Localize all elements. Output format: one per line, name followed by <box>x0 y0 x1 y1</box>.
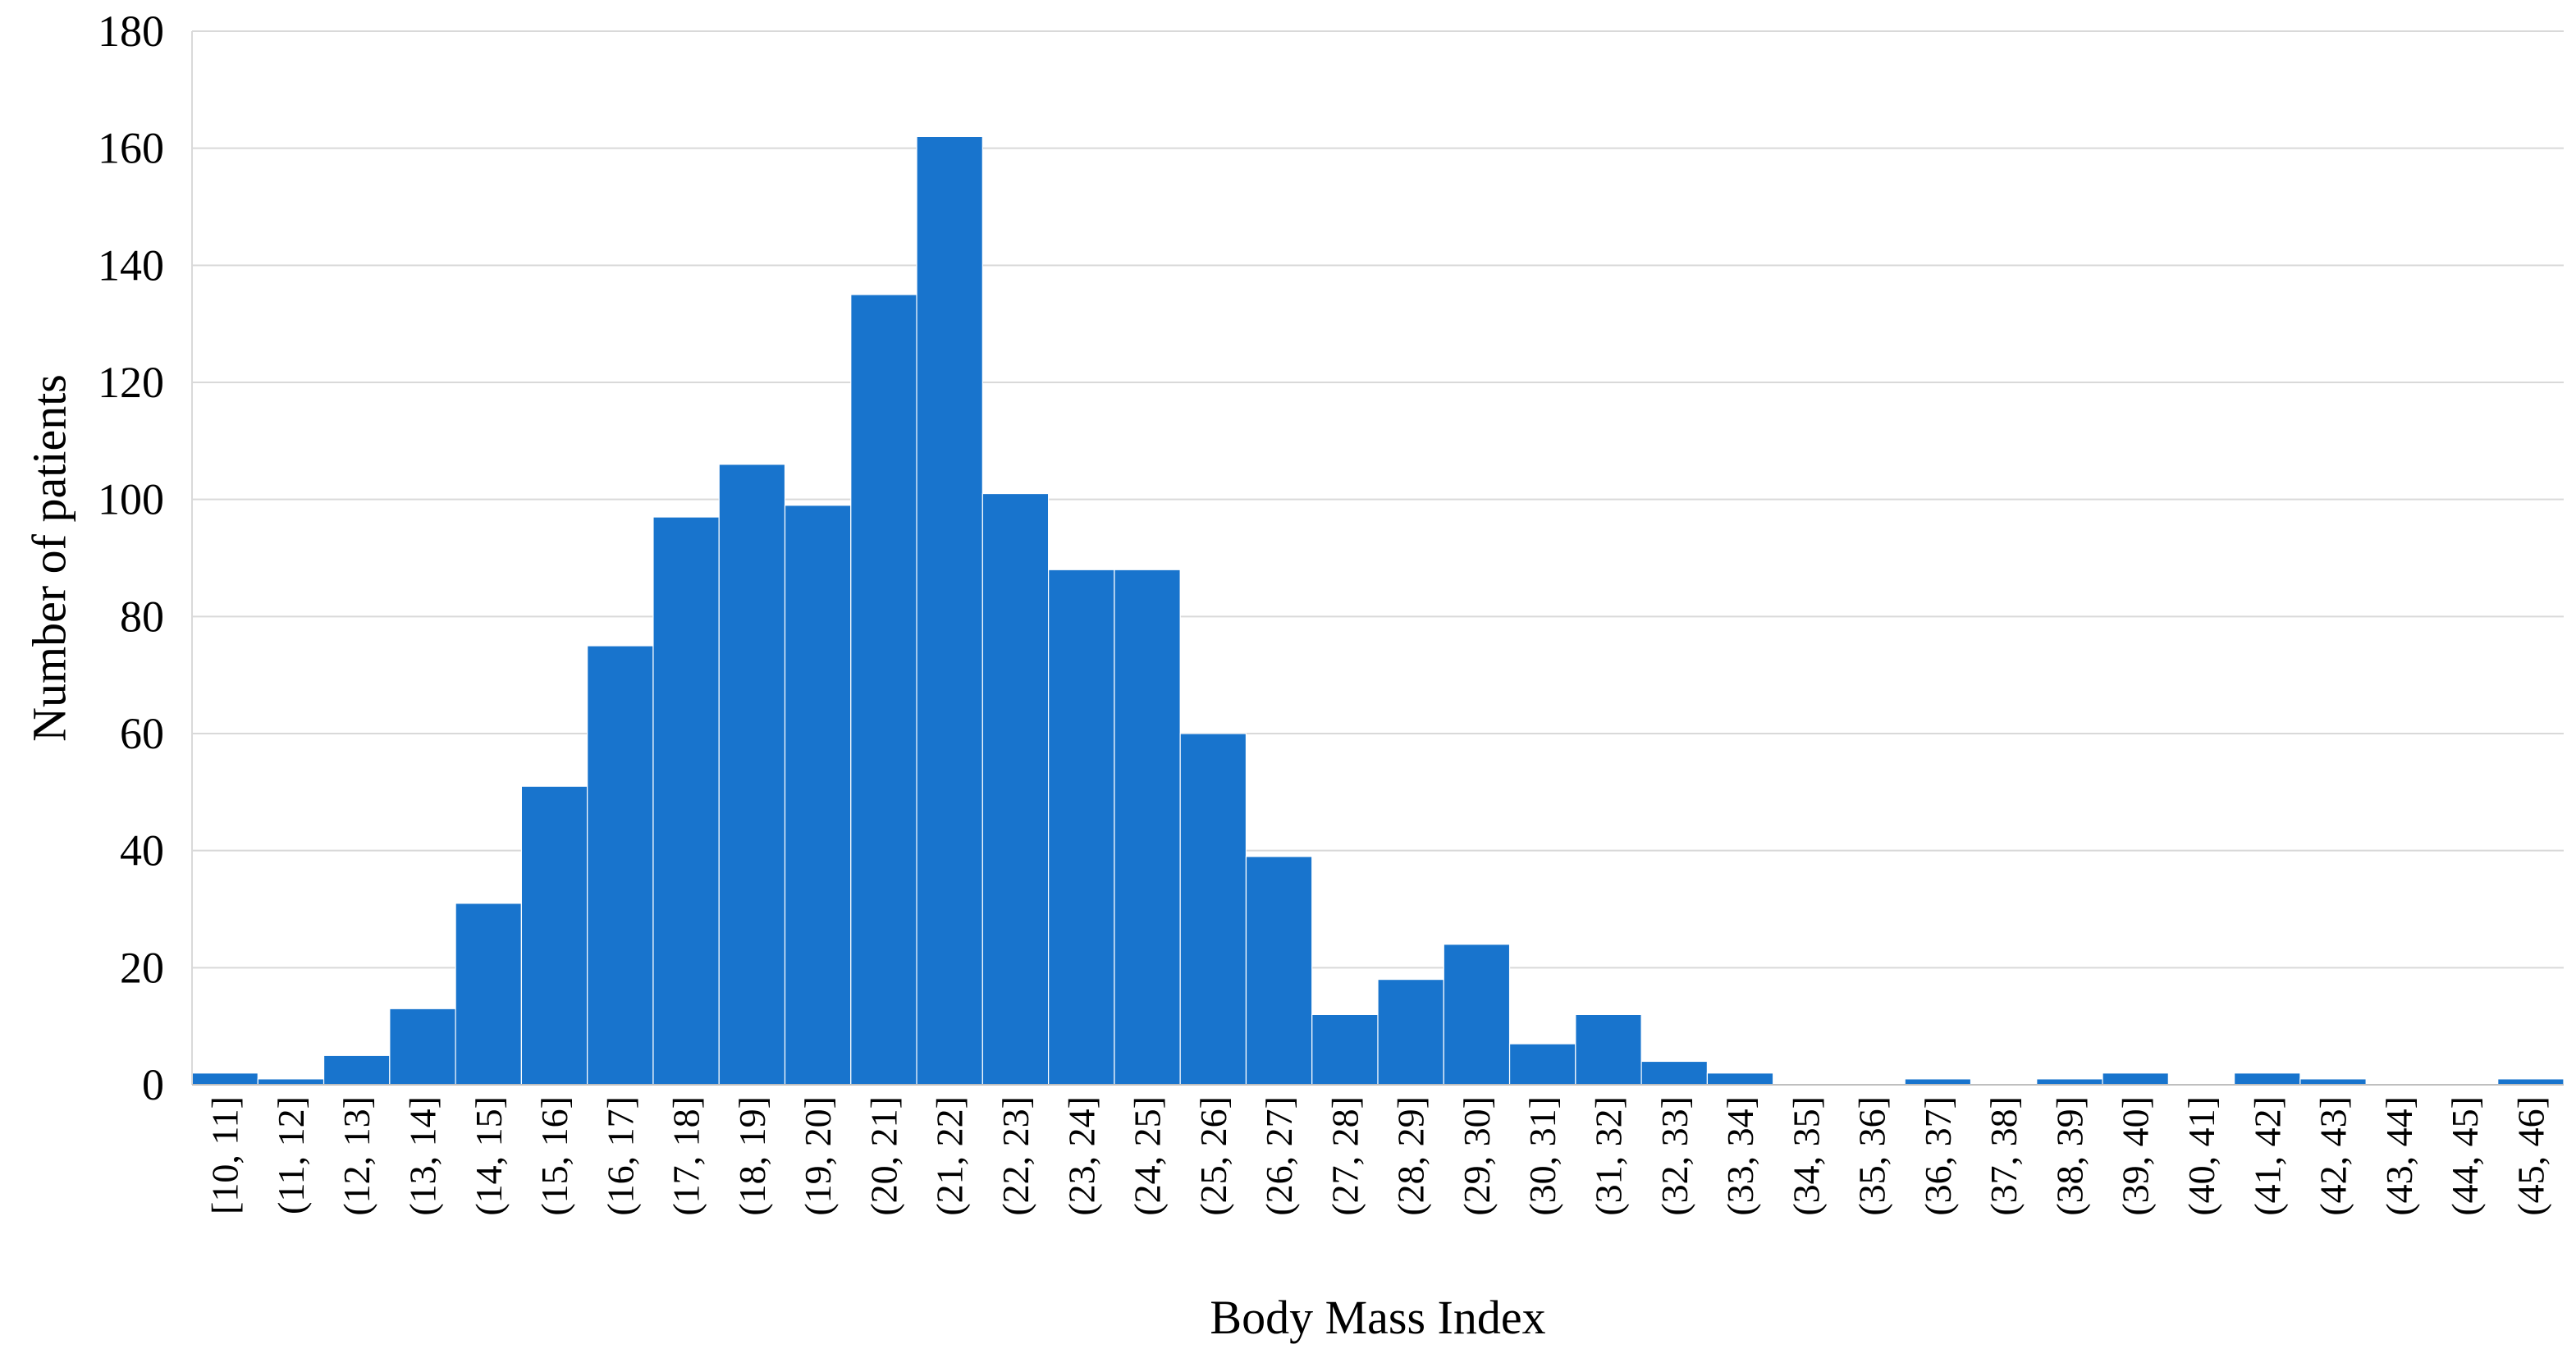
x-tick-label: [10, 11] <box>204 1096 246 1214</box>
bar <box>323 1054 391 1086</box>
bar <box>2299 1078 2367 1086</box>
bar <box>1048 569 1115 1086</box>
bar <box>1443 944 1511 1086</box>
x-tick-label: (16, 17] <box>599 1096 641 1216</box>
x-tick-label: (36, 37] <box>1917 1096 1959 1216</box>
x-tick-label: (19, 20] <box>797 1096 839 1216</box>
bar <box>1706 1072 1774 1086</box>
y-tick-label: 160 <box>98 124 164 173</box>
axes <box>191 31 2564 1086</box>
y-tick-label: 140 <box>98 240 164 290</box>
x-tick-label: (34, 35] <box>1785 1096 1827 1216</box>
bar <box>1508 1043 1576 1086</box>
bar <box>1245 856 1313 1086</box>
x-tick-label: (38, 39] <box>2048 1096 2090 1216</box>
bar <box>916 135 983 1086</box>
x-tick-labels: [10, 11] (11, 12] (12, 13] (13, 14] (14, 15]… <box>204 1096 2552 1216</box>
x-tick-label: (14, 15] <box>468 1096 510 1216</box>
x-tick-label: (43, 44] <box>2378 1096 2420 1216</box>
x-tick-label: (27, 28] <box>1324 1096 1366 1216</box>
x-tick-label: (11, 12] <box>270 1096 312 1214</box>
bar <box>1575 1013 1642 1086</box>
x-tick-label: (15, 16] <box>533 1096 575 1216</box>
bar <box>2234 1072 2301 1086</box>
x-tick-label: (29, 30] <box>1456 1096 1498 1216</box>
bar <box>1904 1078 1972 1086</box>
bar <box>587 645 654 1086</box>
bar <box>1311 1013 1379 1086</box>
bar <box>389 1008 456 1086</box>
y-tick-label: 100 <box>98 475 164 524</box>
bar <box>981 492 1050 1086</box>
bar <box>1640 1060 1708 1086</box>
x-axis-title: Body Mass Index <box>1210 1291 1545 1344</box>
x-tick-label: (30, 31] <box>1521 1096 1563 1216</box>
y-tick-label: 120 <box>98 358 164 407</box>
x-tick-label: (37, 38] <box>1983 1096 2025 1216</box>
bar <box>1114 569 1181 1086</box>
bar <box>2102 1072 2169 1086</box>
bar <box>1377 978 1444 1086</box>
y-tick-label: 20 <box>120 943 164 992</box>
y-tick-label: 0 <box>142 1060 164 1109</box>
x-tick-label: (44, 45] <box>2444 1096 2486 1216</box>
y-tick-labels: 0 20 40 60 80 100 120 140 160 180 <box>98 7 164 1109</box>
x-tick-label: (31, 32] <box>1587 1096 1629 1216</box>
y-tick-label: 180 <box>98 7 164 56</box>
x-tick-label: (21, 22] <box>929 1096 971 1216</box>
x-tick-label: (18, 19] <box>731 1096 773 1216</box>
y-tick-label: 80 <box>120 592 164 641</box>
bar <box>2036 1078 2103 1086</box>
x-tick-label: (28, 29] <box>1390 1096 1432 1216</box>
x-tick-label: (17, 18] <box>666 1096 707 1216</box>
x-tick-label: (22, 23] <box>995 1096 1036 1216</box>
x-tick-label: (32, 33] <box>1654 1096 1695 1216</box>
x-tick-label: (45, 46] <box>2510 1096 2551 1216</box>
bar <box>850 294 917 1086</box>
y-tick-label: 40 <box>120 826 164 876</box>
bar <box>455 903 522 1086</box>
y-tick-label: 60 <box>120 709 164 758</box>
x-tick-label: (41, 42] <box>2246 1096 2288 1216</box>
x-tick-label: (23, 24] <box>1060 1096 1102 1216</box>
bar <box>2497 1078 2565 1086</box>
x-tick-label: (12, 13] <box>336 1096 377 1216</box>
bar <box>257 1078 325 1086</box>
x-tick-label: (26, 27] <box>1258 1096 1300 1216</box>
bars <box>191 135 2565 1086</box>
x-tick-label: (24, 25] <box>1127 1096 1169 1216</box>
x-tick-label: (33, 34] <box>1719 1096 1761 1216</box>
bar <box>520 785 588 1086</box>
y-axis-title: Number of patients <box>23 374 76 742</box>
x-tick-label: (35, 36] <box>1851 1096 1893 1216</box>
x-tick-label: (42, 43] <box>2313 1096 2354 1216</box>
bar <box>784 505 852 1086</box>
x-tick-label: (13, 14] <box>401 1096 443 1216</box>
x-tick-label: (25, 26] <box>1192 1096 1234 1216</box>
bar <box>652 516 720 1086</box>
x-tick-label: (39, 40] <box>2115 1096 2157 1216</box>
x-tick-label: (40, 41] <box>2180 1096 2222 1216</box>
bar <box>1179 733 1247 1086</box>
bar <box>718 464 786 1086</box>
bar <box>191 1072 259 1086</box>
x-tick-label: (20, 21] <box>862 1096 904 1216</box>
